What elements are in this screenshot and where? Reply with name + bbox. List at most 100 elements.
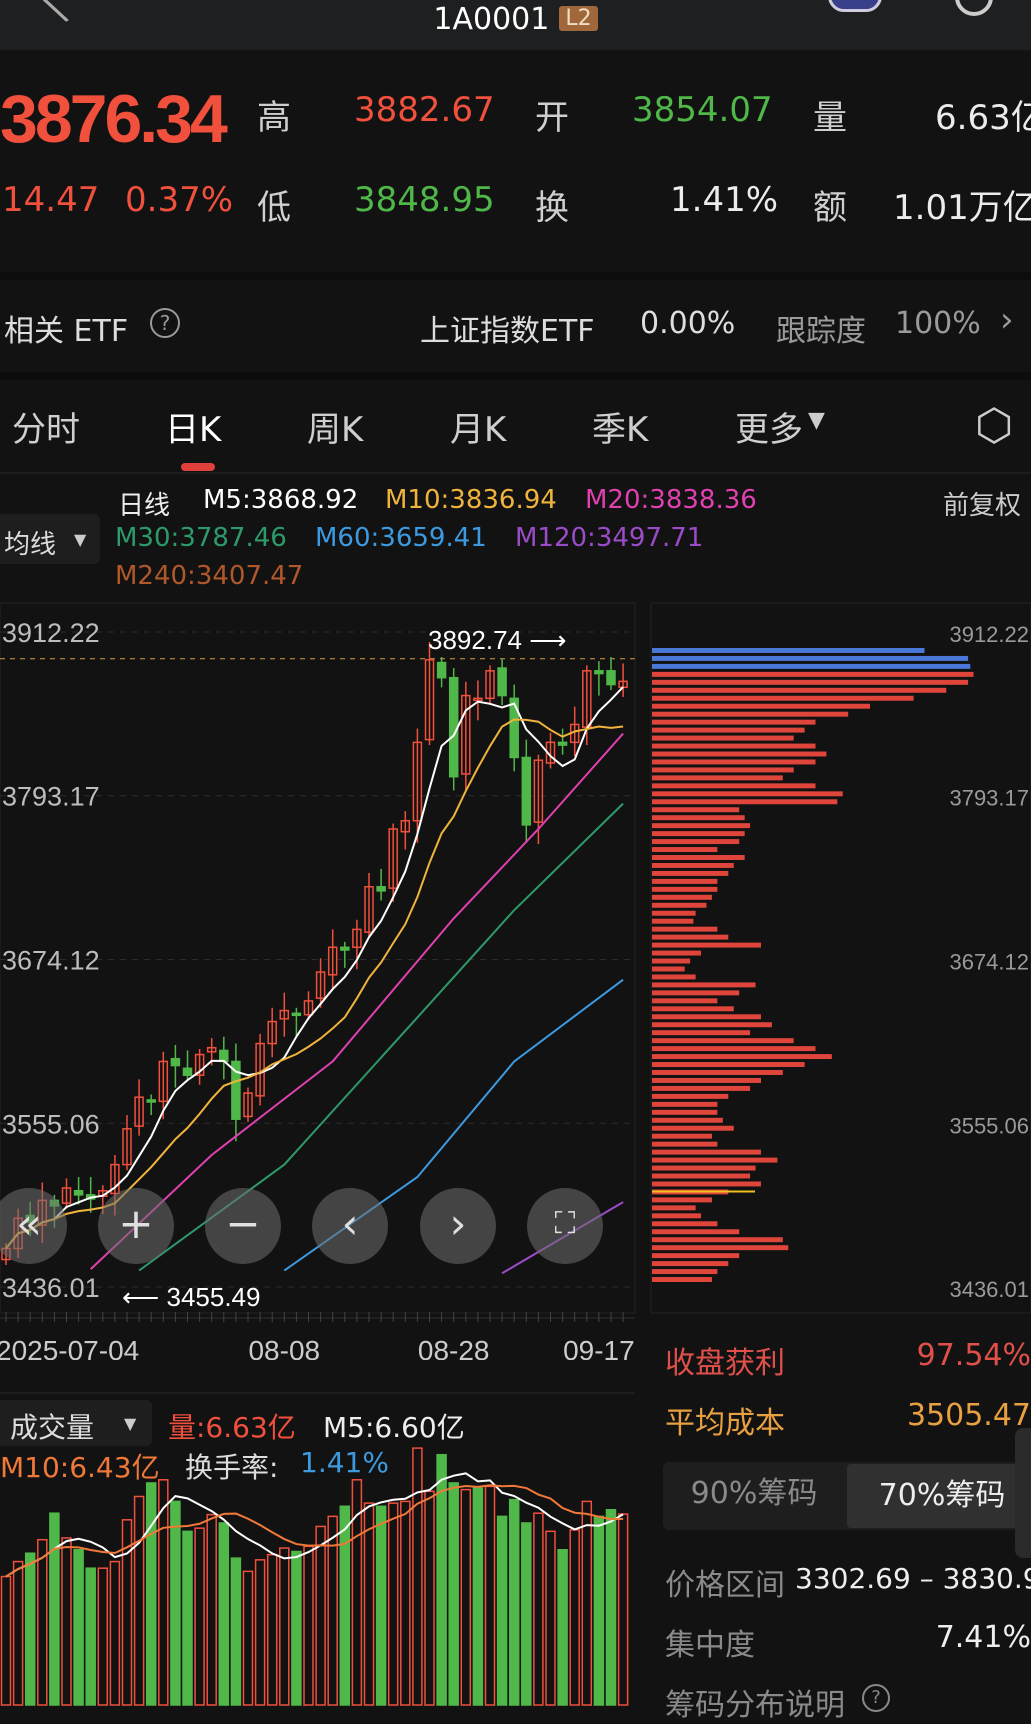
chip-bar	[652, 1133, 712, 1139]
chevron-right-icon[interactable]: ›	[1000, 300, 1014, 340]
etf-name[interactable]: 上证指数ETF	[420, 314, 595, 349]
volume-bar	[412, 1447, 423, 1706]
tab-weekly[interactable]: 周K	[307, 410, 364, 450]
candle-body	[73, 1189, 84, 1196]
etf-pct: 0.00%	[640, 306, 736, 341]
scroll-handle[interactable]	[1015, 1428, 1031, 1558]
high-value: 3882.67	[354, 90, 495, 130]
volume-indicator-selector[interactable]: 成交量 ▼	[0, 1400, 152, 1446]
chip-bar	[652, 1181, 761, 1187]
turnover-label: 换	[535, 188, 569, 228]
volume-bar	[400, 1500, 411, 1706]
chip-bar	[652, 831, 745, 837]
scroll-left-button[interactable]: ‹	[312, 1188, 388, 1264]
chip-bar	[652, 1221, 718, 1227]
volume-bar	[291, 1550, 302, 1706]
ma10-value: M10:3836.94	[385, 485, 557, 515]
avg-cost-label: 平均成本	[665, 1406, 785, 1441]
volume-bar	[533, 1512, 544, 1706]
caret-down-icon[interactable]: ▼	[808, 408, 825, 433]
chip-bar	[652, 1269, 718, 1275]
chip-bar	[652, 862, 734, 868]
volume-bar	[109, 1560, 121, 1706]
candle-body	[557, 741, 568, 746]
chip-bar	[652, 719, 816, 725]
volume-bar	[387, 1502, 399, 1706]
chip-bar	[652, 998, 718, 1004]
scroll-right-button[interactable]: ›	[420, 1188, 496, 1264]
chip-price-tick-label: 3674.12	[949, 949, 1029, 974]
open-label: 开	[535, 98, 569, 138]
volume-bar	[460, 1488, 472, 1706]
help-icon[interactable]: ?	[862, 1684, 890, 1712]
scroll-start-button[interactable]: «	[0, 1188, 67, 1264]
zoom-in-button[interactable]: +	[98, 1188, 174, 1264]
turnover-rate-value: 1.41%	[300, 1446, 389, 1479]
chip-bar	[652, 1253, 740, 1259]
volume-bar	[315, 1525, 326, 1706]
zoom-out-button[interactable]: −	[205, 1188, 281, 1264]
ma-selector[interactable]: 均线 ▼	[0, 514, 100, 564]
turnover-rate-label: 换手率:	[185, 1451, 279, 1484]
volume-m10: M10:6.43亿	[0, 1451, 160, 1484]
volume-bar	[49, 1512, 60, 1706]
volume-bar	[73, 1549, 84, 1706]
volume-bar	[206, 1513, 217, 1706]
chip-bar	[652, 1030, 751, 1036]
chip-bar	[652, 791, 843, 797]
profit-label: 收盘获利	[665, 1346, 785, 1381]
volume-m5: M5:6.60亿	[323, 1411, 465, 1444]
volume-bar	[266, 1553, 278, 1706]
chip-bar	[652, 966, 685, 972]
chip-bar	[652, 767, 794, 773]
volume-bar	[545, 1530, 556, 1706]
tab-more[interactable]: 更多	[735, 410, 803, 450]
volume-bar	[303, 1545, 314, 1706]
candle-body	[448, 676, 459, 778]
candle-body	[134, 1096, 144, 1127]
volume-bar	[569, 1529, 580, 1706]
track-value: 100%	[895, 306, 981, 341]
candle-body	[219, 1049, 229, 1063]
tab-intraday[interactable]: 分时	[12, 410, 80, 450]
chip-bar	[652, 990, 740, 996]
price-tick-label: 3674.12	[2, 945, 100, 975]
help-icon[interactable]: ?	[150, 308, 180, 338]
fullscreen-button[interactable]: ⛶	[527, 1188, 603, 1264]
settings-hexagon-icon[interactable]: ⬡	[975, 400, 1014, 451]
chip-bar	[652, 703, 870, 709]
volume-bar	[0, 1575, 12, 1706]
chip-bar	[652, 687, 947, 693]
volume-bar	[339, 1505, 351, 1706]
candle-body	[122, 1128, 132, 1166]
stock-title: 1A0001 L2	[0, 2, 1031, 37]
chip-bar	[652, 695, 914, 701]
chip-bar	[652, 671, 974, 677]
chip-bar	[652, 1157, 778, 1163]
tab-daily[interactable]: 日K	[165, 410, 222, 450]
volume-chart[interactable]	[0, 1391, 640, 1711]
date-tick-label: 08-08	[248, 1335, 320, 1360]
amount-value: 1.01万亿	[893, 188, 1031, 228]
chip-70-button[interactable]: 70%筹码	[847, 1464, 1031, 1528]
l2-badge: L2	[559, 6, 598, 31]
candle-body	[146, 1099, 156, 1103]
chip-90-button[interactable]: 90%筹码	[690, 1476, 818, 1511]
candle-body	[509, 697, 519, 759]
volume-bar	[375, 1505, 387, 1706]
chip-bar	[652, 950, 702, 956]
low-label: 低	[257, 188, 291, 228]
chip-bar	[652, 679, 969, 685]
tab-quarterly[interactable]: 季K	[592, 410, 649, 450]
adjust-selector[interactable]: 前复权	[943, 491, 1022, 521]
volume-bar	[97, 1567, 109, 1706]
candle-body	[606, 670, 616, 686]
tab-monthly[interactable]: 月K	[450, 410, 507, 450]
caret-down-icon: ▼	[124, 1414, 137, 1433]
volume-bar	[85, 1567, 96, 1706]
chip-help-link[interactable]: 筹码分布说明	[665, 1688, 845, 1723]
candle-body	[412, 741, 423, 822]
track-label: 跟踪度	[776, 314, 866, 349]
chip-bar	[652, 1046, 816, 1052]
candle-body	[485, 670, 495, 700]
